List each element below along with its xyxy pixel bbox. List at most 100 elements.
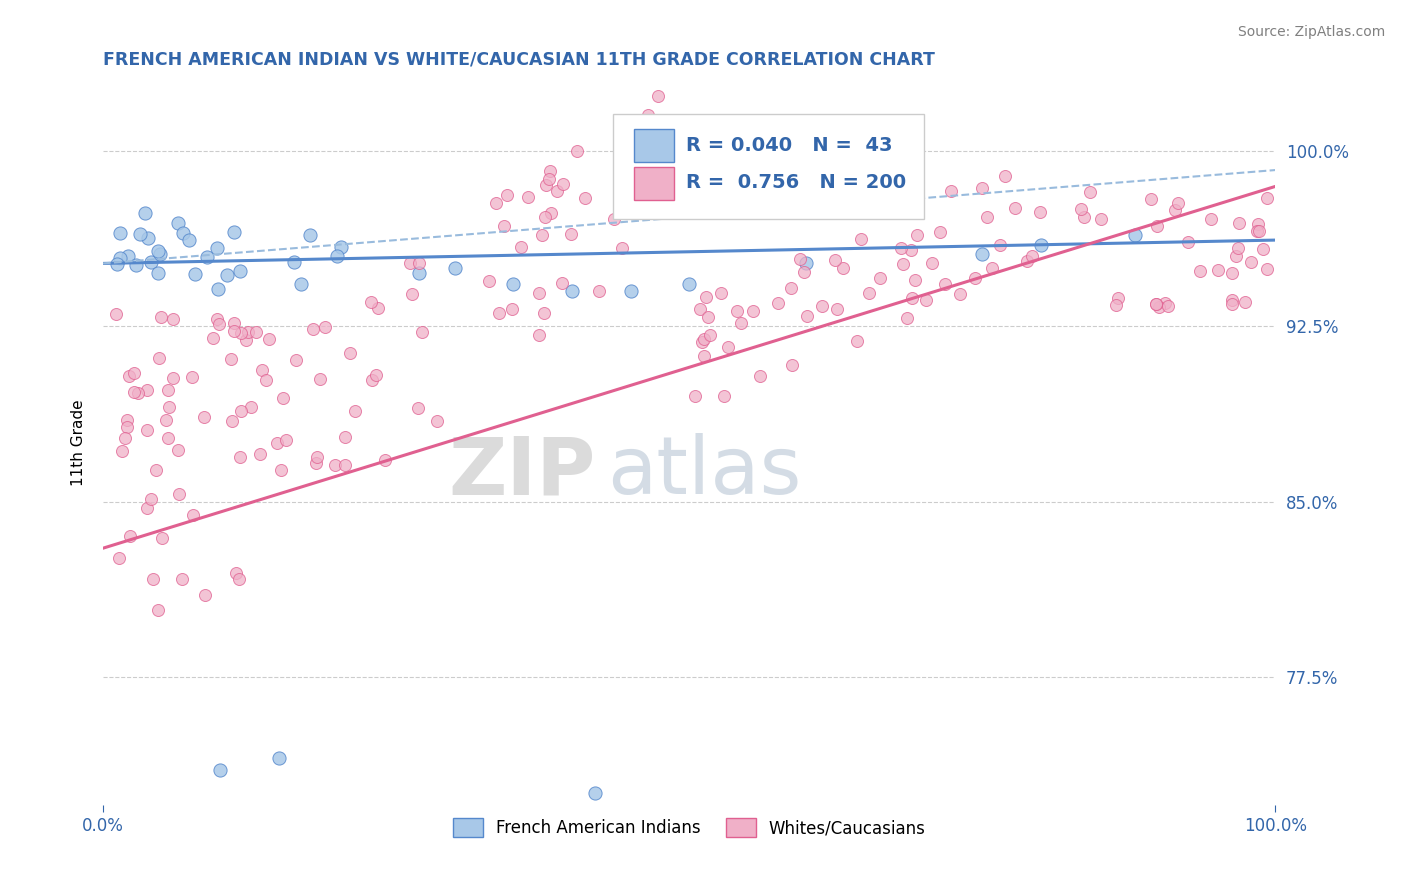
Point: [250, 362, 273, 376]
Point: [245, 326, 267, 340]
Point: [1220, 296, 1243, 310]
Point: [254, 373, 277, 387]
Point: [637, 170, 659, 185]
Point: [693, 349, 716, 363]
Legend: French American Indians, Whites/Caucasians: French American Indians, Whites/Caucasia…: [446, 812, 932, 844]
Point: [1167, 196, 1189, 211]
Point: [501, 301, 523, 316]
Point: [1107, 291, 1129, 305]
Point: [538, 164, 561, 178]
Point: [890, 241, 912, 255]
Point: [267, 751, 290, 765]
Point: [1220, 266, 1243, 280]
Point: [832, 260, 855, 275]
Point: [1256, 262, 1278, 277]
Point: [111, 444, 134, 458]
Point: [170, 572, 193, 586]
Point: [905, 227, 928, 242]
Point: [1225, 249, 1247, 263]
Point: [1246, 224, 1268, 238]
Point: [229, 450, 252, 465]
Point: [238, 325, 260, 339]
Point: [780, 358, 803, 372]
Point: [201, 331, 224, 345]
Point: [122, 384, 145, 399]
Point: [167, 216, 190, 230]
Point: [779, 281, 801, 295]
Point: [627, 204, 650, 219]
Point: [1157, 299, 1180, 313]
Point: [134, 205, 156, 219]
Point: [976, 210, 998, 224]
Point: [127, 385, 149, 400]
Point: [266, 436, 288, 450]
Text: R =  0.756   N = 200: R = 0.756 N = 200: [686, 173, 905, 192]
Point: [271, 391, 294, 405]
Point: [118, 368, 141, 383]
Point: [560, 227, 582, 241]
Point: [551, 177, 574, 191]
Point: [1144, 297, 1167, 311]
Point: [408, 256, 430, 270]
Point: [502, 277, 524, 292]
Point: [184, 267, 207, 281]
Point: [730, 316, 752, 330]
Point: [114, 431, 136, 445]
Point: [1149, 301, 1171, 315]
Point: [1070, 202, 1092, 216]
Point: [934, 277, 956, 292]
Point: [360, 373, 382, 387]
Point: [150, 531, 173, 545]
Point: [636, 138, 658, 153]
Point: [766, 295, 789, 310]
Point: [136, 501, 159, 516]
Point: [443, 261, 465, 276]
Point: [903, 273, 925, 287]
Point: [1239, 254, 1261, 268]
Point: [283, 254, 305, 268]
Point: [136, 231, 159, 245]
Point: [115, 419, 138, 434]
Point: [561, 285, 583, 299]
FancyBboxPatch shape: [634, 167, 673, 200]
Point: [1029, 237, 1052, 252]
Point: [824, 252, 846, 267]
Point: [588, 285, 610, 299]
Point: [225, 566, 247, 580]
Point: [810, 299, 832, 313]
Y-axis label: 11th Grade: 11th Grade: [72, 400, 86, 486]
Point: [1251, 242, 1274, 256]
Point: [172, 226, 194, 240]
FancyBboxPatch shape: [634, 129, 673, 162]
Point: [900, 244, 922, 258]
Point: [637, 108, 659, 122]
Point: [1227, 241, 1250, 255]
Point: [406, 401, 429, 415]
Point: [695, 290, 717, 304]
Text: atlas: atlas: [607, 434, 801, 511]
Point: [167, 443, 190, 458]
Point: [221, 414, 243, 428]
Point: [314, 320, 336, 334]
Point: [921, 256, 943, 270]
Point: [148, 244, 170, 258]
Point: [1247, 217, 1270, 231]
Point: [141, 492, 163, 507]
Point: [796, 256, 818, 270]
Point: [1144, 297, 1167, 311]
Point: [208, 318, 231, 332]
Point: [162, 370, 184, 384]
Point: [157, 400, 180, 414]
Point: [610, 241, 633, 255]
Point: [205, 241, 228, 255]
Point: [972, 181, 994, 195]
Point: [972, 247, 994, 261]
Point: [793, 265, 815, 279]
Point: [333, 430, 356, 444]
Point: [619, 285, 641, 299]
Point: [329, 240, 352, 254]
Point: [149, 247, 172, 261]
Point: [136, 423, 159, 437]
Point: [710, 285, 733, 300]
Point: [636, 196, 658, 211]
